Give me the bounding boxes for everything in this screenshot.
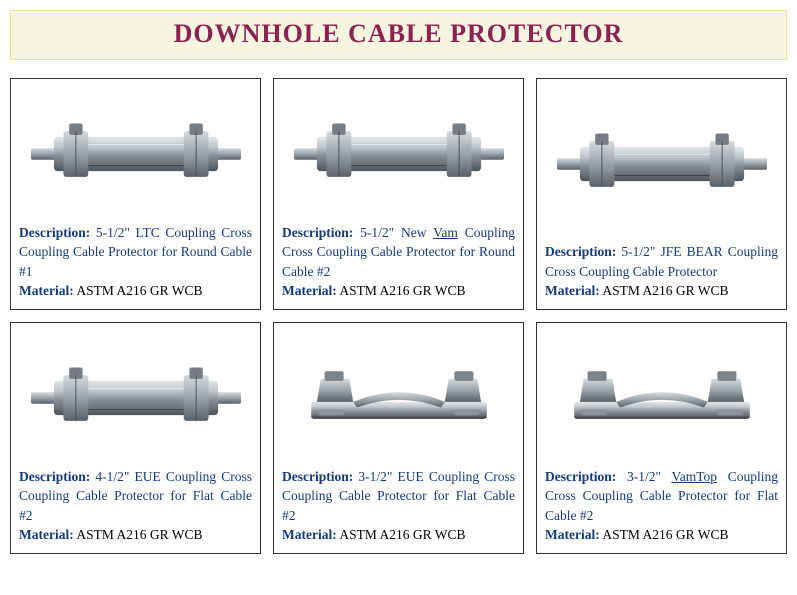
material-label: Material: bbox=[545, 527, 600, 542]
description-label: Description: bbox=[19, 225, 90, 240]
material-line: Material: ASTM A216 GR WCB bbox=[19, 281, 252, 301]
material-value: ASTM A216 GR WCB bbox=[339, 283, 465, 298]
material-line: Material: ASTM A216 GR WCB bbox=[545, 281, 778, 301]
product-illustration bbox=[31, 358, 241, 438]
description-text-prefix: 3-1/2" bbox=[627, 469, 671, 484]
description-line: Description: 5-1/2" JFE BEAR Coupling Cr… bbox=[545, 242, 778, 281]
material-value: ASTM A216 GR WCB bbox=[339, 527, 465, 542]
description-label: Description: bbox=[19, 469, 90, 484]
material-label: Material: bbox=[19, 283, 74, 298]
product-illustration bbox=[31, 114, 241, 194]
product-image-area bbox=[282, 329, 515, 467]
page-title: DOWNHOLE CABLE PROTECTOR bbox=[11, 19, 786, 49]
material-value: ASTM A216 GR WCB bbox=[76, 527, 202, 542]
product-illustration bbox=[557, 358, 767, 438]
product-image-area bbox=[282, 85, 515, 223]
material-value: ASTM A216 GR WCB bbox=[602, 527, 728, 542]
product-image-area bbox=[545, 329, 778, 467]
product-description: Description: 3-1/2" VamTop Coupling Cros… bbox=[545, 467, 778, 545]
product-image-area bbox=[545, 85, 778, 242]
material-line: Material: ASTM A216 GR WCB bbox=[282, 281, 515, 301]
description-label: Description: bbox=[282, 469, 353, 484]
product-description: Description: 3-1/2" EUE Coupling Cross C… bbox=[282, 467, 515, 545]
description-line: Description: 3-1/2" VamTop Coupling Cros… bbox=[545, 467, 778, 526]
product-illustration bbox=[294, 358, 504, 438]
product-image-area bbox=[19, 85, 252, 223]
material-label: Material: bbox=[282, 527, 337, 542]
material-line: Material: ASTM A216 GR WCB bbox=[545, 525, 778, 545]
page-title-bar: DOWNHOLE CABLE PROTECTOR bbox=[10, 10, 787, 60]
product-description: Description: 4-1/2" EUE Coupling Cross C… bbox=[19, 467, 252, 545]
description-label: Description: bbox=[545, 244, 616, 259]
description-text-prefix: 5-1/2" New bbox=[360, 225, 433, 240]
product-card: Description: 3-1/2" EUE Coupling Cross C… bbox=[273, 322, 524, 554]
product-card: Description: 3-1/2" VamTop Coupling Cros… bbox=[536, 322, 787, 554]
description-line: Description: 3-1/2" EUE Coupling Cross C… bbox=[282, 467, 515, 526]
product-card: Description: 4-1/2" EUE Coupling Cross C… bbox=[10, 322, 261, 554]
product-description: Description: 5-1/2" New Vam Coupling Cro… bbox=[282, 223, 515, 301]
material-label: Material: bbox=[19, 527, 74, 542]
description-label: Description: bbox=[545, 469, 616, 484]
material-value: ASTM A216 GR WCB bbox=[76, 283, 202, 298]
product-description: Description: 5-1/2" JFE BEAR Coupling Cr… bbox=[545, 242, 778, 301]
product-illustration bbox=[294, 114, 504, 194]
description-underlined-word: Vam bbox=[433, 225, 458, 240]
description-line: Description: 5-1/2" New Vam Coupling Cro… bbox=[282, 223, 515, 282]
material-label: Material: bbox=[545, 283, 600, 298]
material-line: Material: ASTM A216 GR WCB bbox=[282, 525, 515, 545]
product-illustration bbox=[557, 124, 767, 204]
product-grid: Description: 5-1/2" LTC Coupling Cross C… bbox=[10, 78, 787, 554]
description-line: Description: 4-1/2" EUE Coupling Cross C… bbox=[19, 467, 252, 526]
product-card: Description: 5-1/2" LTC Coupling Cross C… bbox=[10, 78, 261, 310]
product-card: Description: 5-1/2" JFE BEAR Coupling Cr… bbox=[536, 78, 787, 310]
material-value: ASTM A216 GR WCB bbox=[602, 283, 728, 298]
description-label: Description: bbox=[282, 225, 353, 240]
product-card: Description: 5-1/2" New Vam Coupling Cro… bbox=[273, 78, 524, 310]
product-image-area bbox=[19, 329, 252, 467]
material-label: Material: bbox=[282, 283, 337, 298]
material-line: Material: ASTM A216 GR WCB bbox=[19, 525, 252, 545]
product-description: Description: 5-1/2" LTC Coupling Cross C… bbox=[19, 223, 252, 301]
description-line: Description: 5-1/2" LTC Coupling Cross C… bbox=[19, 223, 252, 282]
description-underlined-word: VamTop bbox=[671, 469, 717, 484]
